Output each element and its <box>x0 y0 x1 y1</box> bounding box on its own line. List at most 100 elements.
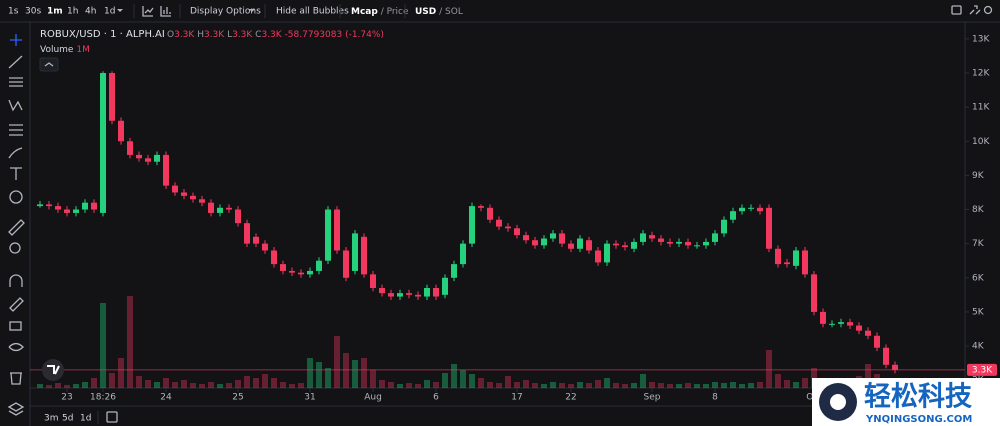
volume-bar <box>442 373 448 388</box>
interval[interactable]: 4h <box>85 7 96 17</box>
candle-body <box>730 211 736 220</box>
candle-body <box>190 195 196 200</box>
currency-toggle[interactable]: USD / SOL <box>415 7 463 17</box>
volume-bar <box>298 383 304 388</box>
volume-bar <box>784 380 790 388</box>
compare-icon[interactable] <box>160 6 171 17</box>
candle-body <box>379 288 385 294</box>
volume-value: 1M <box>76 45 90 55</box>
date-range-icon[interactable] <box>106 411 118 423</box>
mcap-price-toggle[interactable]: Mcap / Price <box>351 7 409 17</box>
candle-body <box>397 293 403 297</box>
lock-tool[interactable] <box>9 321 22 331</box>
y-tick-label: 9K <box>972 171 985 181</box>
y-tick-label: 13K <box>972 34 990 44</box>
price[interactable]: / Price <box>381 7 409 17</box>
top-toolbar: 1s 30s 1m 1h 4h 1d Display Options Hide … <box>8 4 993 18</box>
candle-body <box>127 141 133 155</box>
zoom-tool[interactable] <box>9 242 21 254</box>
x-tick-label: Sep <box>644 393 661 403</box>
settings-icon[interactable] <box>983 5 993 15</box>
indicator-icon[interactable] <box>142 6 154 17</box>
volume-bar <box>352 360 358 388</box>
candle-body <box>532 240 538 246</box>
volume-bar <box>154 382 160 388</box>
volume-bar <box>568 384 574 388</box>
trendline-tool[interactable] <box>8 55 23 69</box>
delete-tool[interactable] <box>10 372 22 385</box>
candle-body <box>505 226 511 229</box>
volume-bar <box>325 368 331 388</box>
volume-bar <box>532 383 538 388</box>
brush-tool[interactable] <box>8 147 23 159</box>
volume-bar <box>640 374 646 388</box>
mcap[interactable]: Mcap <box>351 7 378 17</box>
layers-tool[interactable] <box>7 402 25 416</box>
sol[interactable]: / SOL <box>439 7 463 17</box>
candle-body <box>199 199 205 203</box>
emoji-tool[interactable] <box>9 190 23 204</box>
volume-bar <box>577 382 583 388</box>
collapse-button[interactable] <box>39 57 59 72</box>
candle-body <box>568 243 574 249</box>
candle-body <box>406 293 412 295</box>
candle-body <box>91 202 97 210</box>
usd[interactable]: USD <box>415 7 436 17</box>
candle-body <box>550 233 556 239</box>
candle-body <box>514 228 520 236</box>
range[interactable]: 3m <box>44 414 59 424</box>
projection-tool[interactable] <box>9 124 23 136</box>
candle-body <box>496 219 502 227</box>
dropdown-arrow[interactable] <box>249 9 255 12</box>
y-tick-label: 7K <box>972 239 985 249</box>
candle-body <box>775 248 781 265</box>
pattern-tool[interactable] <box>8 99 23 112</box>
volume-bar <box>460 370 466 388</box>
candle-body <box>604 243 610 263</box>
interval[interactable]: 1h <box>67 7 78 17</box>
interval[interactable]: 30s <box>25 7 41 17</box>
range[interactable]: 1d <box>80 414 91 424</box>
screenshot-icon[interactable] <box>951 5 962 15</box>
candle-body <box>658 238 664 242</box>
candle-body <box>766 207 772 249</box>
magnet-tool[interactable] <box>9 274 23 287</box>
volume-bar <box>775 374 781 388</box>
candle-body <box>667 241 673 244</box>
volume-bar <box>550 382 556 388</box>
volume-bar <box>208 382 214 388</box>
volume-bar <box>46 385 52 388</box>
volume-bar <box>199 384 205 388</box>
candle-body <box>478 206 484 208</box>
volume-bar <box>253 378 259 388</box>
dropdown-arrow[interactable] <box>117 9 123 12</box>
watermark-logo-eye <box>830 394 846 410</box>
text-tool[interactable] <box>10 167 22 180</box>
range[interactable]: 5d <box>62 414 73 424</box>
candle-body <box>847 322 853 326</box>
volume-bar <box>316 362 322 388</box>
fib-tool[interactable] <box>9 77 23 87</box>
interval[interactable]: 1d <box>104 7 115 17</box>
candle-body <box>487 207 493 220</box>
fullscreen-icon[interactable] <box>969 5 981 15</box>
x-tick-label: Aug <box>364 393 382 403</box>
volume-bar <box>685 383 691 388</box>
candle-body <box>55 206 61 210</box>
visibility-tool[interactable] <box>8 342 24 352</box>
lock-draw-tool[interactable] <box>9 297 24 312</box>
interval[interactable]: 1m <box>47 7 63 17</box>
candle-body <box>883 347 889 365</box>
candle-body <box>388 293 394 297</box>
candle-body <box>640 233 646 242</box>
volume-bar <box>469 374 475 388</box>
interval[interactable]: 1s <box>8 7 19 17</box>
hide-bubbles[interactable]: Hide all Bubbles <box>276 7 349 17</box>
display-options[interactable]: Display Options <box>190 7 261 17</box>
collapse-arrow[interactable] <box>44 62 54 67</box>
candle-body <box>370 274 376 289</box>
ruler-tool[interactable] <box>8 219 25 236</box>
crosshair-tool[interactable] <box>10 34 22 46</box>
volume-label: Volume <box>40 45 74 55</box>
